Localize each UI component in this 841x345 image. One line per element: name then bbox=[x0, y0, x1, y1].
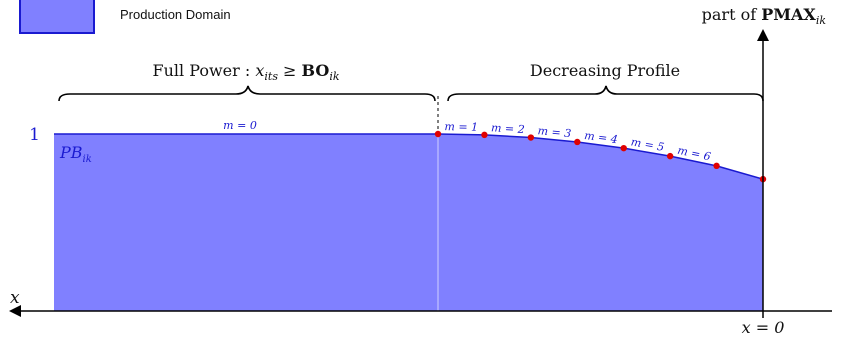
level-one-label: 1 bbox=[29, 125, 40, 145]
segment-label-m0: m = 0 bbox=[223, 119, 257, 132]
decreasing-profile-brace bbox=[447, 85, 764, 102]
decreasing-profile-label: Decreasing Profile bbox=[530, 61, 680, 80]
decreasing-profile-region bbox=[438, 134, 763, 311]
profile-point-3 bbox=[574, 138, 581, 146]
segment-label-m2: m = 2 bbox=[491, 121, 525, 136]
profile-points bbox=[434, 130, 767, 183]
profile-point-6 bbox=[713, 162, 720, 170]
full-power-label: Full Power : xits ≥ BOik bbox=[152, 61, 339, 83]
pb-label: PBik bbox=[59, 143, 92, 165]
y-axis-title: part of PMAXik bbox=[702, 5, 827, 27]
full-power-brace bbox=[58, 85, 436, 102]
profile-curve bbox=[437, 133, 764, 180]
segment-label-m1: m = 1 bbox=[444, 120, 478, 134]
x-axis-label: x bbox=[10, 288, 20, 308]
segment-label-m3: m = 3 bbox=[537, 124, 572, 140]
profile-point-1 bbox=[481, 131, 488, 139]
legend-label: Production Domain bbox=[120, 7, 231, 22]
profile-point-2 bbox=[527, 134, 535, 141]
profile-point-5 bbox=[666, 152, 674, 160]
full-power-region bbox=[54, 134, 438, 311]
legend-swatch bbox=[19, 0, 95, 34]
origin-label: x = 0 bbox=[742, 318, 785, 337]
segment-label-m4: m = 4 bbox=[583, 129, 618, 146]
profile-point-4 bbox=[620, 144, 627, 152]
profile-point-0 bbox=[434, 130, 442, 138]
segment-label-m5: m = 5 bbox=[630, 135, 665, 154]
